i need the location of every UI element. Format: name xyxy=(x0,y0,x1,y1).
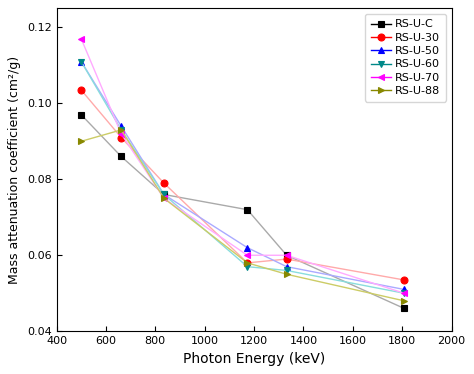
RS-U-60 xyxy=(161,192,167,197)
Y-axis label: Mass attenuation coefficient (cm²/g): Mass attenuation coefficient (cm²/g) xyxy=(9,56,21,284)
RS-U-30 xyxy=(284,257,290,261)
RS-U-C xyxy=(401,306,407,311)
RS-U-60 xyxy=(118,128,124,132)
RS-U-C xyxy=(161,192,167,197)
RS-U-30 xyxy=(161,181,167,186)
RS-U-C xyxy=(118,154,124,159)
RS-U-70 xyxy=(118,131,124,136)
RS-U-50 xyxy=(161,192,167,197)
RS-U-70 xyxy=(161,196,167,200)
RS-U-88 xyxy=(245,261,250,265)
RS-U-70 xyxy=(401,291,407,295)
RS-U-88 xyxy=(78,139,84,144)
RS-U-50 xyxy=(118,124,124,128)
RS-U-70 xyxy=(245,253,250,258)
RS-U-50 xyxy=(78,59,84,64)
RS-U-70 xyxy=(78,37,84,41)
RS-U-30 xyxy=(78,88,84,92)
Legend: RS-U-C, RS-U-30, RS-U-50, RS-U-60, RS-U-70, RS-U-88: RS-U-C, RS-U-30, RS-U-50, RS-U-60, RS-U-… xyxy=(365,14,446,102)
RS-U-C xyxy=(78,113,84,117)
Line: RS-U-C: RS-U-C xyxy=(78,111,408,312)
RS-U-C xyxy=(284,253,290,258)
RS-U-70 xyxy=(284,253,290,258)
RS-U-50 xyxy=(401,287,407,292)
RS-U-50 xyxy=(245,245,250,250)
RS-U-30 xyxy=(401,278,407,282)
RS-U-50 xyxy=(284,264,290,269)
Line: RS-U-70: RS-U-70 xyxy=(78,35,408,297)
Line: RS-U-88: RS-U-88 xyxy=(78,126,408,304)
RS-U-30 xyxy=(245,261,250,265)
Line: RS-U-60: RS-U-60 xyxy=(78,58,408,297)
RS-U-60 xyxy=(401,291,407,295)
RS-U-60 xyxy=(284,268,290,273)
RS-U-88 xyxy=(401,298,407,303)
RS-U-30 xyxy=(118,135,124,140)
RS-U-88 xyxy=(284,272,290,276)
RS-U-C xyxy=(245,208,250,212)
Line: RS-U-30: RS-U-30 xyxy=(78,86,408,283)
RS-U-60 xyxy=(78,59,84,64)
X-axis label: Photon Energy (keV): Photon Energy (keV) xyxy=(183,352,325,366)
RS-U-60 xyxy=(245,264,250,269)
RS-U-88 xyxy=(161,196,167,200)
RS-U-88 xyxy=(118,128,124,132)
Line: RS-U-50: RS-U-50 xyxy=(78,58,408,293)
